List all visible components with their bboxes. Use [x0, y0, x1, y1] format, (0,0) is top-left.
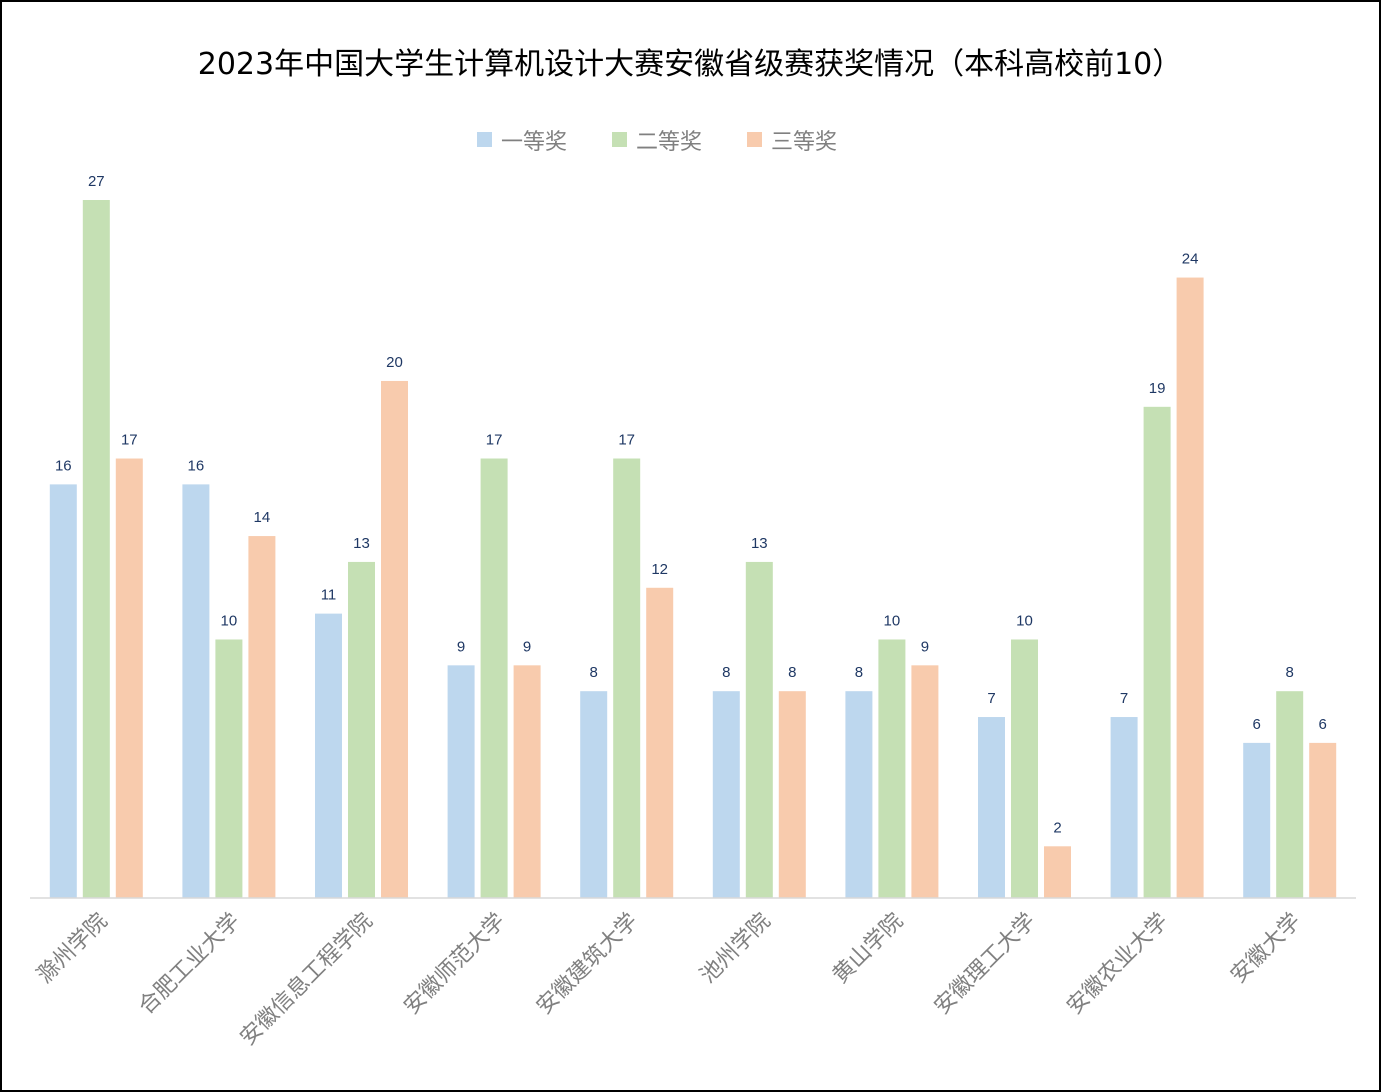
- bar-10-1: [1243, 742, 1271, 898]
- bar-9-2: [1143, 406, 1171, 898]
- legend-swatch-3: [747, 132, 762, 147]
- bar-4-1: [447, 665, 475, 898]
- data-label-5-2: 17: [618, 432, 635, 449]
- category-label-10: 安徽大学: [1226, 909, 1306, 989]
- bar-6-2: [745, 561, 773, 898]
- bar-9-1: [1110, 717, 1138, 898]
- data-label-5-1: 8: [590, 664, 598, 681]
- data-label-2-3: 14: [254, 509, 271, 526]
- data-label-1-2: 27: [88, 173, 105, 190]
- legend-swatch-1: [477, 132, 492, 147]
- data-label-3-3: 20: [386, 354, 403, 371]
- data-label-7-3: 9: [921, 638, 929, 655]
- bar-1-1: [49, 484, 77, 898]
- data-label-4-3: 9: [523, 638, 531, 655]
- bar-6-1: [712, 691, 740, 898]
- data-label-10-2: 8: [1286, 664, 1294, 681]
- bars: [49, 200, 1337, 898]
- data-label-4-2: 17: [486, 432, 503, 449]
- data-label-7-1: 8: [855, 664, 863, 681]
- category-label-4: 安徽师范大学: [399, 909, 510, 1020]
- bar-3-2: [348, 561, 375, 898]
- bar-4-2: [480, 458, 508, 898]
- data-label-4-1: 9: [457, 638, 465, 655]
- data-label-5-3: 12: [651, 561, 668, 578]
- bar-10-2: [1276, 691, 1304, 898]
- data-label-9-2: 19: [1149, 380, 1166, 397]
- data-label-6-2: 13: [751, 535, 768, 552]
- legend-label-3: 三等奖: [771, 130, 837, 155]
- category-label-1: 滁州学院: [33, 909, 113, 989]
- data-label-2-2: 10: [221, 612, 238, 629]
- category-label-7: 黄山学院: [828, 909, 908, 989]
- bar-2-2: [215, 639, 243, 898]
- bar-7-2: [878, 639, 906, 898]
- data-label-10-3: 6: [1319, 716, 1327, 733]
- data-label-9-3: 24: [1182, 251, 1199, 268]
- category-label-5: 安徽建筑大学: [532, 909, 643, 1020]
- data-label-2-1: 16: [188, 457, 205, 474]
- legend-swatch-2: [612, 132, 627, 147]
- bar-7-3: [911, 665, 939, 898]
- category-label-9: 安徽农业大学: [1062, 909, 1173, 1020]
- category-label-3: 安徽信息工程学院: [236, 909, 378, 1051]
- data-label-6-3: 8: [788, 664, 796, 681]
- data-label-9-1: 7: [1120, 690, 1128, 707]
- category-label-2: 合肥工业大学: [134, 909, 245, 1020]
- category-label-6: 池州学院: [696, 909, 776, 989]
- bar-1-2: [82, 200, 110, 898]
- data-label-6-1: 8: [722, 664, 730, 681]
- legend-label-1: 一等奖: [501, 130, 567, 155]
- bar-8-3: [1044, 846, 1071, 898]
- bar-1-3: [115, 458, 143, 898]
- bar-5-1: [580, 691, 608, 898]
- data-label-3-2: 13: [353, 535, 370, 552]
- legend: 一等奖 二等奖 三等奖: [477, 130, 837, 155]
- data-label-1-1: 16: [55, 457, 72, 474]
- bar-5-3: [646, 587, 674, 898]
- bar-2-1: [182, 484, 210, 898]
- legend-label-2: 二等奖: [636, 130, 702, 155]
- data-label-8-2: 10: [1016, 612, 1033, 629]
- data-label-1-3: 17: [121, 432, 138, 449]
- bar-6-3: [778, 691, 806, 898]
- data-label-3-1: 11: [321, 587, 337, 604]
- bar-9-3: [1176, 277, 1204, 898]
- bar-10-3: [1309, 742, 1337, 898]
- chart-title: 2023年中国大学生计算机设计大赛安徽省级赛获奖情况（本科高校前10）: [198, 47, 1183, 82]
- category-label-8: 安徽理工大学: [930, 909, 1041, 1020]
- data-label-10-1: 6: [1253, 716, 1261, 733]
- bar-3-3: [381, 380, 408, 898]
- data-label-8-3: 2: [1053, 819, 1061, 836]
- bar-2-3: [248, 536, 276, 898]
- bar-7-1: [845, 691, 873, 898]
- data-label-7-2: 10: [884, 612, 901, 629]
- bar-4-3: [513, 665, 541, 898]
- bar-3-1: [315, 613, 342, 898]
- bar-5-2: [613, 458, 641, 898]
- bar-8-1: [978, 717, 1005, 898]
- bar-8-2: [1011, 639, 1038, 898]
- data-label-8-1: 7: [987, 690, 995, 707]
